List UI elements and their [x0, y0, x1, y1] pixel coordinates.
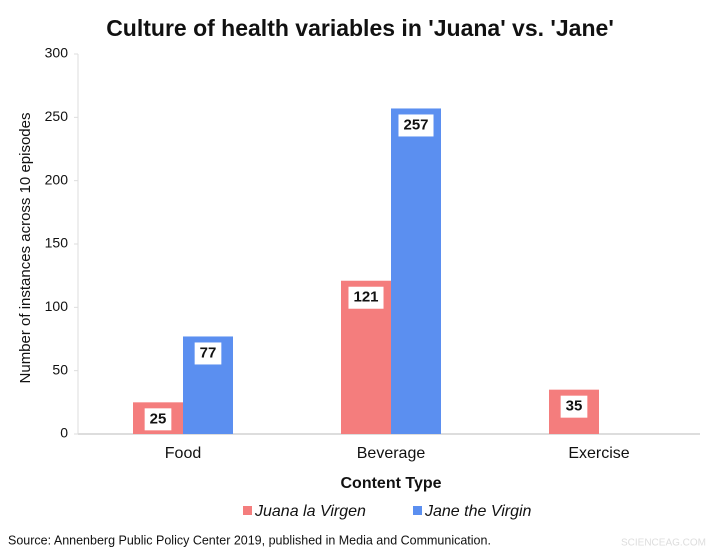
x-tick-label: Food — [165, 445, 201, 462]
data-label-box — [144, 408, 172, 431]
bar — [391, 108, 441, 434]
legend-label: Jane the Virgin — [424, 503, 532, 520]
data-label: 121 — [353, 289, 378, 306]
y-tick-label: 250 — [45, 108, 69, 124]
data-label: 25 — [150, 410, 167, 427]
y-tick-label: 300 — [45, 45, 69, 61]
data-label: 257 — [403, 116, 428, 133]
x-tick-label: Exercise — [568, 445, 629, 462]
y-tick-label: 150 — [45, 235, 69, 251]
data-label: 77 — [200, 344, 217, 361]
y-tick-label: 0 — [60, 425, 68, 441]
x-axis-title: Content Type — [340, 475, 441, 492]
chart-title: Culture of health variables in 'Juana' v… — [106, 15, 614, 41]
data-label-box — [194, 342, 222, 365]
watermark: SCIENCEAG.COM — [621, 538, 706, 549]
y-axis-title: Number of instances across 10 episodes — [17, 113, 34, 384]
y-tick-label: 50 — [52, 361, 68, 377]
data-label-box — [560, 395, 588, 418]
data-label: 35 — [566, 398, 583, 415]
legend-swatch — [243, 506, 252, 515]
legend-swatch — [413, 506, 422, 515]
y-tick-label: 100 — [45, 298, 69, 314]
data-label-box — [398, 114, 434, 137]
y-tick-label: 200 — [45, 171, 69, 187]
legend-label: Juana la Virgen — [254, 503, 366, 520]
data-label-box — [348, 286, 384, 309]
x-tick-label: Beverage — [357, 445, 426, 462]
source-note: Source: Annenberg Public Policy Center 2… — [8, 533, 491, 547]
